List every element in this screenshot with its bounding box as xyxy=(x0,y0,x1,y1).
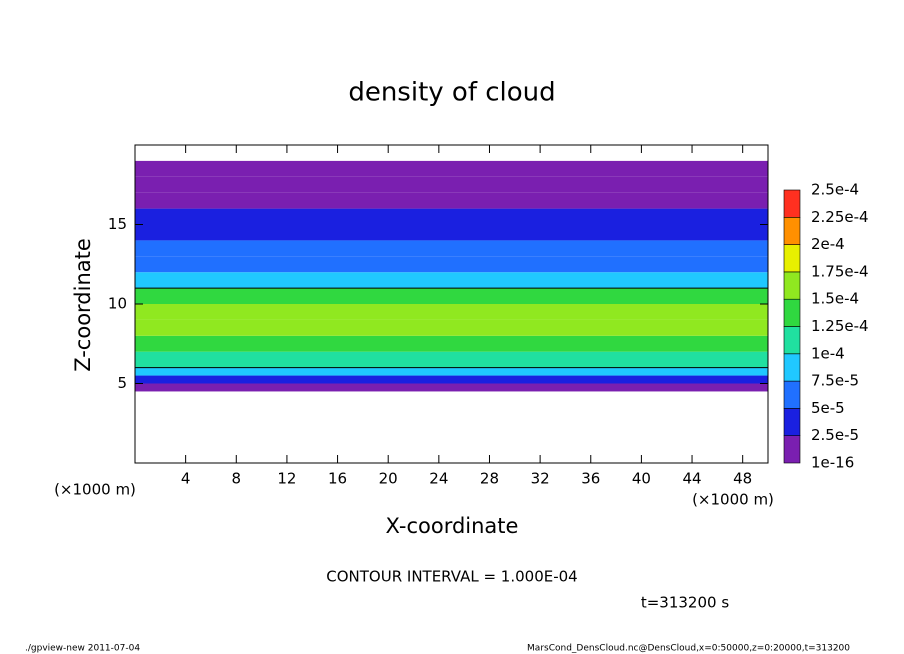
density-band xyxy=(135,160,768,177)
colorbar-box xyxy=(783,408,801,436)
x-tick-label: 16 xyxy=(328,470,347,488)
density-band xyxy=(135,383,768,392)
y-tick-label: 10 xyxy=(108,295,127,313)
density-band xyxy=(135,351,768,368)
x-tick-label: 44 xyxy=(682,470,701,488)
footer-right: MarsCond_DensCloud.nc@DensCloud,x=0:5000… xyxy=(527,644,850,654)
colorbar-label: 7.5e-5 xyxy=(811,372,859,390)
x-unit: (×1000 m) xyxy=(692,491,774,509)
density-band xyxy=(135,208,768,225)
colorbar-label: 5e-5 xyxy=(811,399,845,417)
x-tick-label: 20 xyxy=(379,470,398,488)
colorbar-box xyxy=(783,189,801,218)
density-band xyxy=(135,335,768,352)
colorbar-box xyxy=(783,353,801,382)
colorbar-label: 1e-16 xyxy=(811,454,854,472)
x-unit: (×1000 m) xyxy=(54,481,136,499)
x-tick-label: 28 xyxy=(480,470,499,488)
x-tick-label: 4 xyxy=(181,470,191,488)
footer-left: ./gpview-new 2011-07-04 xyxy=(25,644,140,654)
y-axis-label: Z-coordinate xyxy=(71,238,95,372)
colorbar-box xyxy=(783,326,801,355)
x-axis-label: X-coordinate xyxy=(386,514,519,538)
x-tick-label: 32 xyxy=(531,470,550,488)
colorbar-label: 1.5e-4 xyxy=(811,290,859,308)
density-band xyxy=(135,367,768,376)
density-band xyxy=(135,304,768,320)
x-tick-label: 36 xyxy=(581,470,600,488)
density-band xyxy=(135,272,768,289)
colorbar-label: 1.75e-4 xyxy=(811,262,869,280)
density-band xyxy=(135,288,768,304)
colorbar-box xyxy=(783,380,801,409)
x-tick-label: 8 xyxy=(232,470,242,488)
colorbar-label: 1.25e-4 xyxy=(811,317,869,335)
colorbar-box xyxy=(783,298,801,327)
colorbar-box xyxy=(783,244,801,273)
colorbar-label: 2.5e-4 xyxy=(811,181,859,199)
time-label: t=313200 s xyxy=(641,594,729,612)
colorbar-label: 2e-4 xyxy=(811,235,845,253)
contour-interval: CONTOUR INTERVAL = 1.000E-04 xyxy=(326,568,577,586)
colorbar-box xyxy=(783,435,801,464)
density-band xyxy=(135,240,768,257)
x-tick-label: 24 xyxy=(429,470,448,488)
density-band xyxy=(135,319,768,336)
colorbar-label: 2.25e-4 xyxy=(811,208,869,226)
density-band xyxy=(135,176,768,193)
y-tick-label: 5 xyxy=(117,374,127,392)
chart-title: density of cloud xyxy=(348,78,555,108)
x-tick-label: 48 xyxy=(733,470,752,488)
x-tick-label: 40 xyxy=(632,470,651,488)
density-band xyxy=(135,375,768,384)
colorbar-label: 1e-4 xyxy=(811,344,845,362)
density-band xyxy=(135,224,768,241)
density-band xyxy=(135,256,768,273)
colorbar-box xyxy=(783,271,801,300)
x-tick-label: 12 xyxy=(277,470,296,488)
colorbar-label: 2.5e-5 xyxy=(811,426,859,444)
y-tick-label: 15 xyxy=(108,215,127,233)
colorbar-box xyxy=(783,217,801,245)
density-band xyxy=(135,192,768,209)
